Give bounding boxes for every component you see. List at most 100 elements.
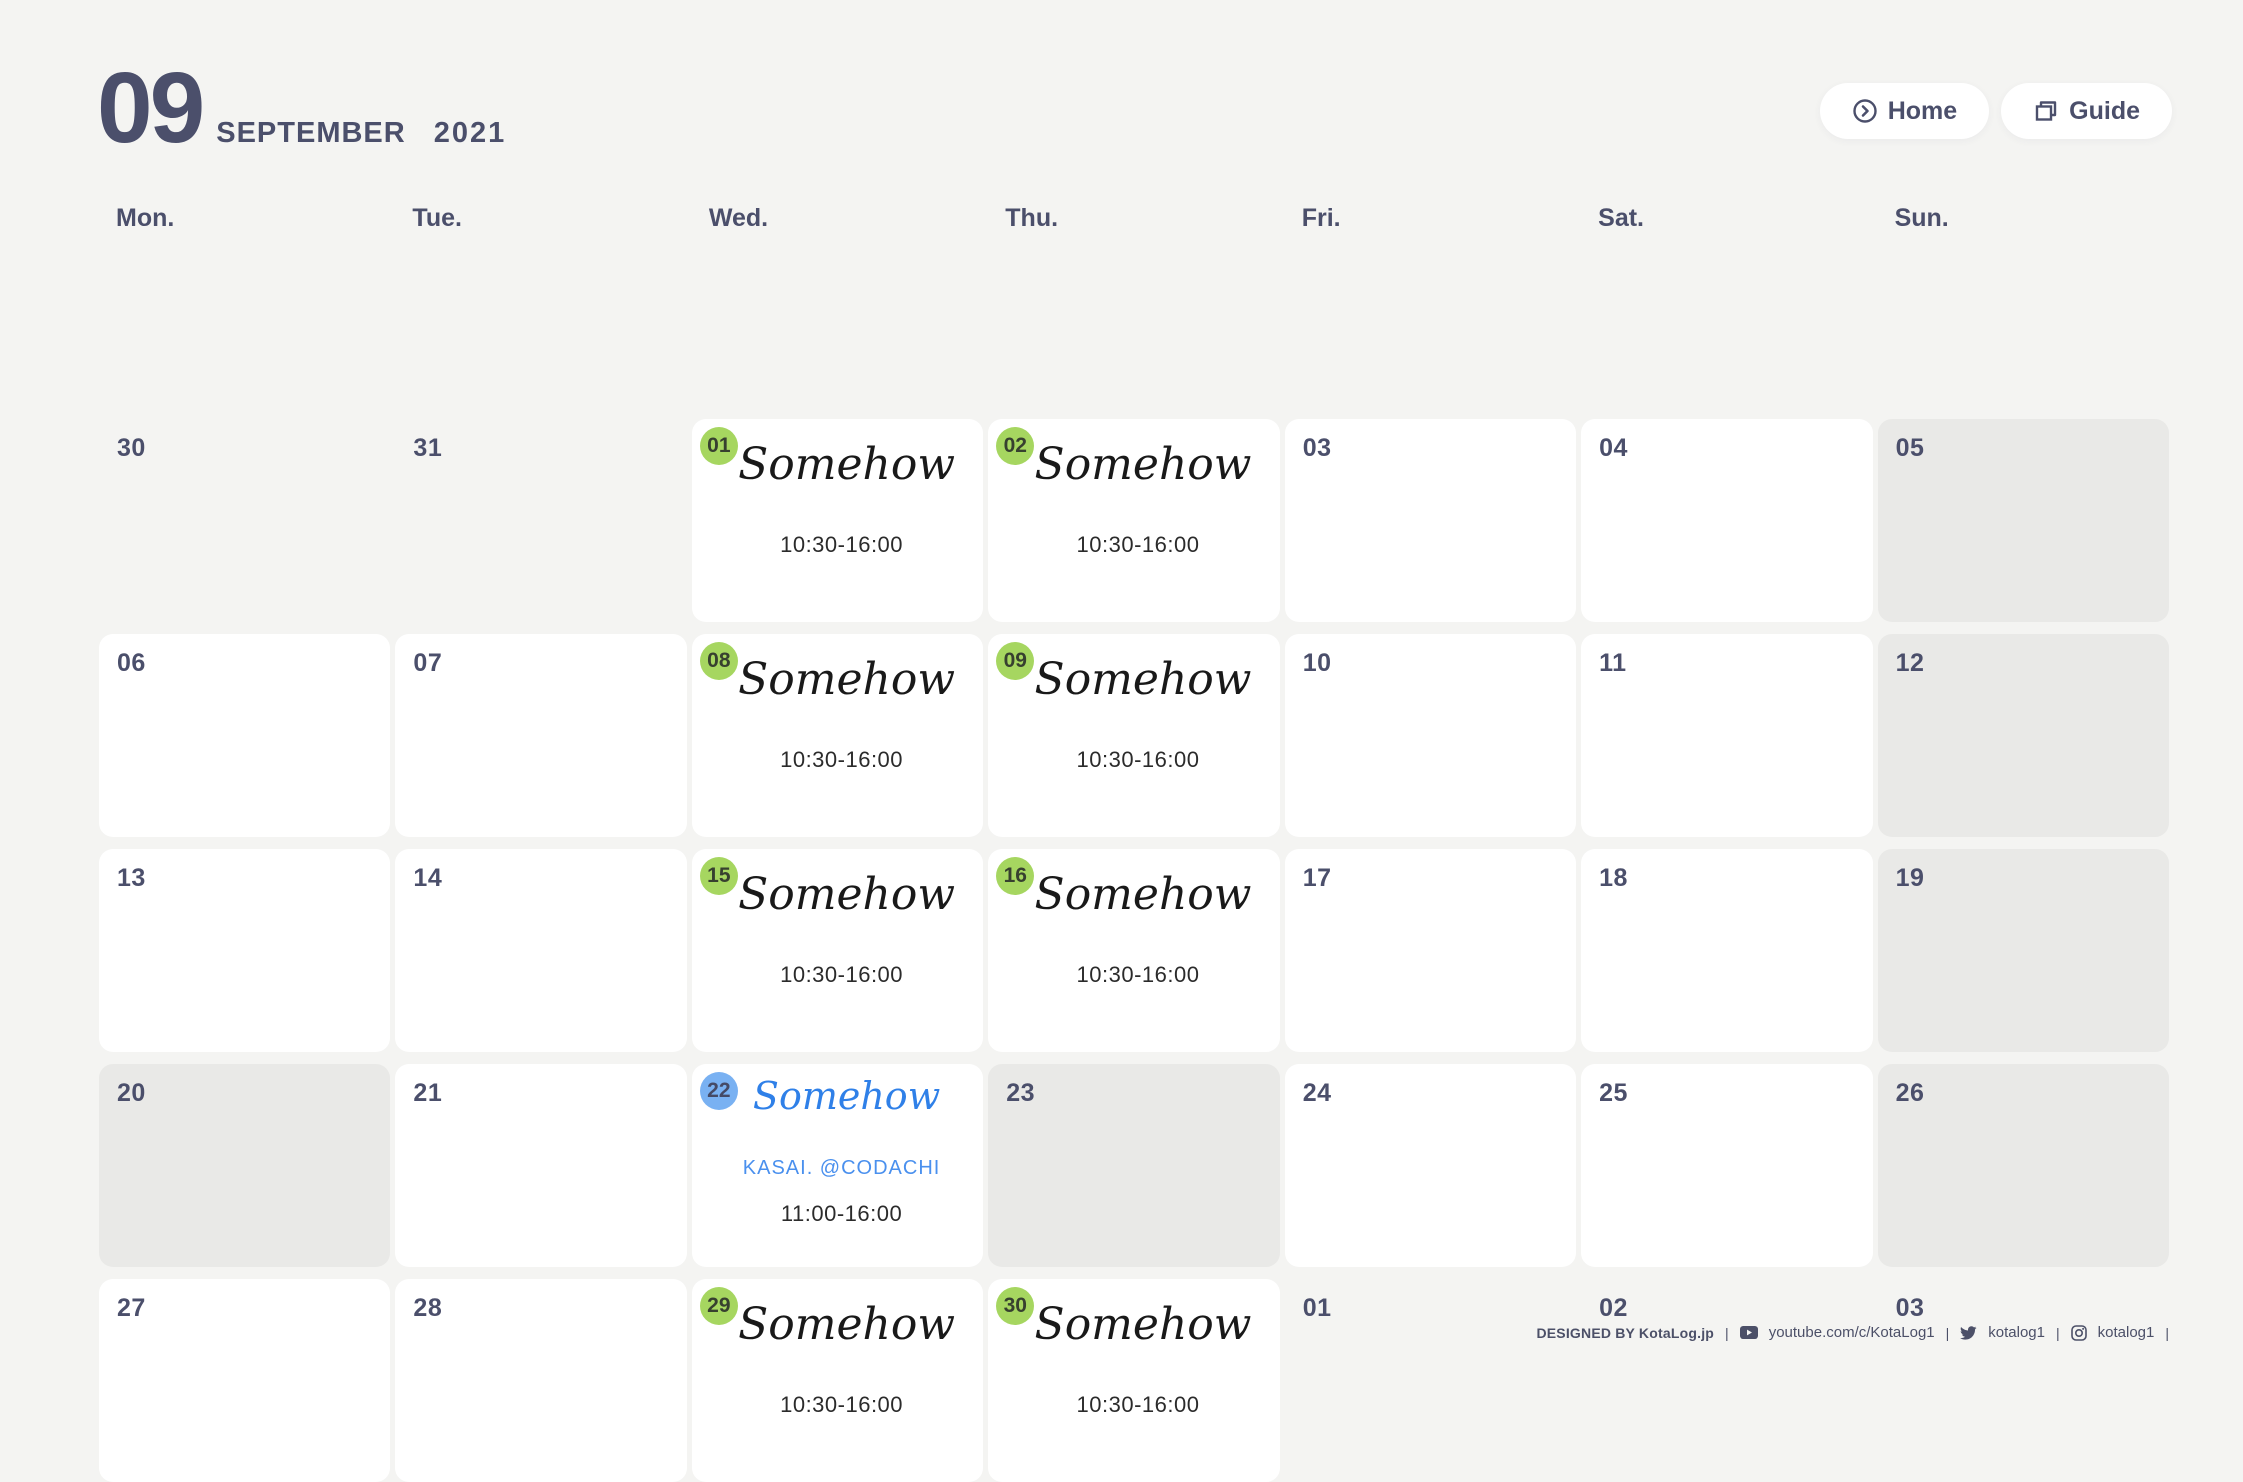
day-cell-21[interactable]: 21	[395, 1064, 687, 1267]
footer-separator: |	[2056, 1324, 2060, 1341]
day-cell-20[interactable]: 20	[99, 1064, 391, 1267]
day-cell-31-outside[interactable]: 31	[395, 419, 686, 622]
date-number: 13	[117, 864, 146, 892]
twitter-icon	[1960, 1325, 1977, 1340]
day-cell-01[interactable]: 01 Somehow 10:30-16:00	[691, 419, 984, 622]
day-cell-15[interactable]: 15 Somehow 10:30-16:00	[691, 849, 984, 1052]
day-header-wed: Wed.	[708, 204, 769, 232]
day-cell-29[interactable]: 29 Somehow 10:30-16:00	[691, 1279, 984, 1482]
date-number: 10	[1302, 649, 1332, 677]
date-number: 18	[1599, 864, 1628, 892]
instagram-link[interactable]: kotalog1	[2097, 1324, 2155, 1341]
day-cell-30-outside[interactable]: 30	[99, 419, 390, 622]
day-cell-13[interactable]: 13	[99, 849, 391, 1052]
calendar-grid: Mon. Tue. Wed. Thu. Fri. Sat. Sun. 30 31 01 So…	[99, 204, 2169, 1482]
event-time: 10:30-16:00	[1076, 747, 1200, 772]
date-number: 17	[1302, 864, 1332, 892]
date-number: 21	[413, 1079, 443, 1107]
pages-icon	[2033, 98, 2059, 124]
day-cell-12[interactable]: 12	[1877, 634, 2169, 837]
circle-chevron-right-icon	[1852, 98, 1878, 124]
event-subtitle: KASAI. @CODACHI	[742, 1157, 941, 1179]
day-cell-28[interactable]: 28	[395, 1279, 687, 1482]
event-title: Somehow	[1034, 654, 1252, 705]
month-name: SEPTEMBER	[216, 117, 406, 149]
day-header-thu: Thu.	[1005, 204, 1059, 232]
home-button[interactable]: Home	[1819, 83, 1990, 139]
footer-separator: |	[1945, 1324, 1950, 1341]
youtube-link[interactable]: youtube.com/c/KotaLog1	[1768, 1324, 1935, 1341]
day-cell-30[interactable]: 30 Somehow 10:30-16:00	[988, 1279, 1280, 1482]
footer-separator: |	[2165, 1324, 2169, 1341]
event-time: 10:30-16:00	[780, 962, 904, 987]
date-number: 26	[1895, 1079, 1925, 1107]
day-cell-02-outside[interactable]: 02	[1581, 1279, 1872, 1482]
event-time: 10:30-16:00	[1076, 1392, 1200, 1417]
day-cell-06[interactable]: 06	[99, 634, 391, 837]
date-number: 06	[117, 649, 146, 677]
day-cell-11[interactable]: 11	[1581, 634, 1873, 837]
date-number: 12	[1895, 649, 1925, 677]
guide-button[interactable]: Guide	[2001, 83, 2172, 139]
date-number: 25	[1599, 1079, 1628, 1107]
day-cell-18[interactable]: 18	[1581, 849, 1873, 1052]
designed-by-text: DESIGNED BY KotaLog.jp	[1536, 1324, 1715, 1341]
date-number: 09	[996, 642, 1035, 680]
date-number: 19	[1895, 864, 1925, 892]
date-number: 02	[996, 427, 1035, 465]
day-header-sat: Sat.	[1598, 204, 1644, 232]
day-cell-02[interactable]: 02 Somehow 10:30-16:00	[988, 419, 1280, 622]
day-header-fri: Fri.	[1301, 204, 1341, 232]
date-number: 31	[413, 434, 443, 462]
day-cell-26[interactable]: 26	[1877, 1064, 2169, 1267]
day-cell-04[interactable]: 04	[1581, 419, 1873, 622]
day-cell-17[interactable]: 17	[1284, 849, 1577, 1052]
home-button-label: Home	[1887, 96, 1958, 125]
date-number: 29	[699, 1287, 738, 1325]
month-title: 09 SEPTEMBER 2021	[97, 58, 506, 158]
date-number: 14	[413, 864, 443, 892]
date-number: 04	[1599, 434, 1628, 462]
day-cell-24[interactable]: 24	[1284, 1064, 1577, 1267]
date-number: 11	[1599, 649, 1627, 677]
date-number: 16	[996, 857, 1035, 895]
date-number: 01	[699, 427, 738, 465]
date-number: 01	[1302, 1294, 1332, 1322]
event-time: 10:30-16:00	[780, 1392, 904, 1417]
day-cell-03[interactable]: 03	[1284, 419, 1577, 622]
day-header-tue: Tue.	[412, 204, 462, 232]
day-cell-23[interactable]: 23	[988, 1064, 1280, 1267]
date-number: 08	[699, 642, 738, 680]
calendar-page: 09 SEPTEMBER 2021 Home Guide Mo	[97, 58, 2172, 1482]
day-header-sun: Sun.	[1894, 204, 1949, 232]
date-number: 24	[1302, 1079, 1332, 1107]
day-cell-10[interactable]: 10	[1284, 634, 1577, 837]
event-time: 10:30-16:00	[1076, 962, 1200, 987]
day-cell-03-outside[interactable]: 03	[1878, 1279, 2169, 1482]
day-cell-16[interactable]: 16 Somehow 10:30-16:00	[988, 849, 1280, 1052]
date-number: 03	[1895, 1294, 1925, 1322]
day-cell-14[interactable]: 14	[395, 849, 687, 1052]
day-cell-08[interactable]: 08 Somehow 10:30-16:00	[691, 634, 984, 837]
day-cell-25[interactable]: 25	[1581, 1064, 1873, 1267]
date-number: 30	[117, 434, 146, 462]
event-title: Somehow	[738, 869, 955, 920]
day-cell-09[interactable]: 09 Somehow 10:30-16:00	[988, 634, 1280, 837]
day-cell-19[interactable]: 19	[1877, 849, 2169, 1052]
date-number: 15	[699, 857, 738, 895]
day-cell-01-outside[interactable]: 01	[1285, 1279, 1576, 1482]
day-cell-05[interactable]: 05	[1877, 419, 2169, 622]
month-year: 2021	[433, 117, 507, 149]
event-title: Somehow	[752, 1074, 941, 1118]
twitter-link[interactable]: kotalog1	[1988, 1324, 2045, 1341]
event-title: Somehow	[738, 439, 955, 490]
day-cell-27[interactable]: 27	[99, 1279, 391, 1482]
day-cell-22[interactable]: 22 Somehow KASAI. @CODACHI 11:00-16:00	[691, 1064, 984, 1267]
day-header-mon: Mon.	[116, 204, 175, 232]
date-number: 27	[117, 1294, 146, 1322]
instagram-icon	[2070, 1324, 2087, 1341]
day-cell-07[interactable]: 07	[395, 634, 687, 837]
event-title: Somehow	[1034, 1299, 1252, 1350]
youtube-icon	[1739, 1325, 1758, 1340]
event-time: 10:30-16:00	[780, 747, 904, 772]
